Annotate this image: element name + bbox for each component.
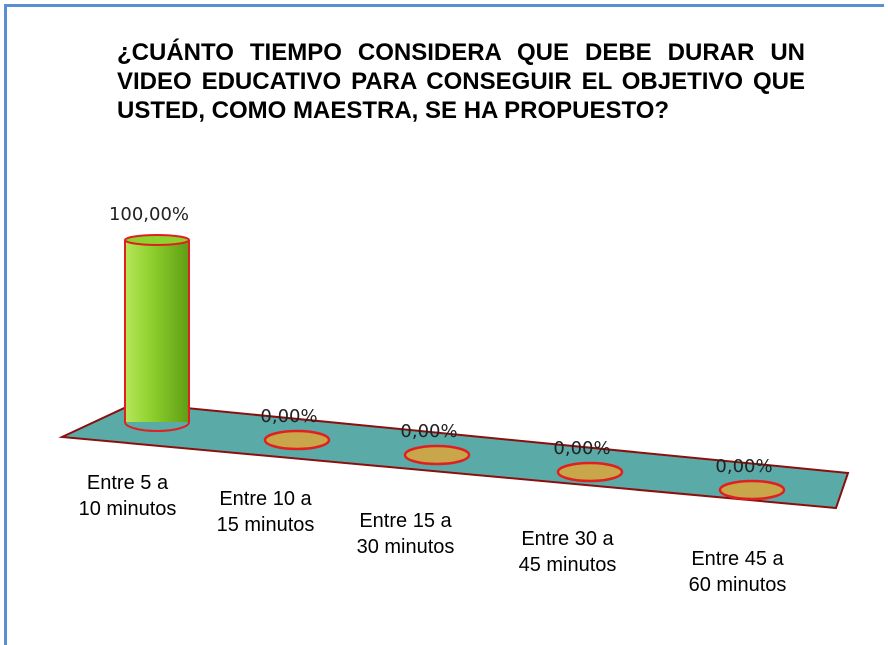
x-tick-label: Entre 15 a 30 minutos: [356, 510, 455, 558]
bar: [556, 461, 624, 483]
value-label: 0,00%: [715, 456, 772, 477]
bar: [403, 444, 471, 466]
value-label: 0,00%: [553, 438, 610, 459]
x-tick-label: Entre 10 a 15 minutos: [216, 488, 315, 536]
value-label: 0,00%: [260, 406, 317, 427]
bar-top: [124, 234, 190, 246]
bar: [718, 479, 786, 501]
value-label: 0,00%: [400, 421, 457, 442]
bar: [125, 240, 189, 422]
frame: [4, 4, 884, 645]
x-tick-label: Entre 45 a 60 minutos: [688, 548, 787, 596]
value-label: 100,00%: [109, 204, 189, 225]
x-tick-label: Entre 5 a 10 minutos: [78, 472, 177, 520]
bar-outline: [124, 240, 190, 432]
x-tick-label: Entre 30 a 45 minutos: [518, 528, 617, 576]
chart-title: ¿CUÁNTO TIEMPO CONSIDERA QUE DEBE DURAR …: [117, 39, 805, 124]
bar: [263, 429, 331, 451]
